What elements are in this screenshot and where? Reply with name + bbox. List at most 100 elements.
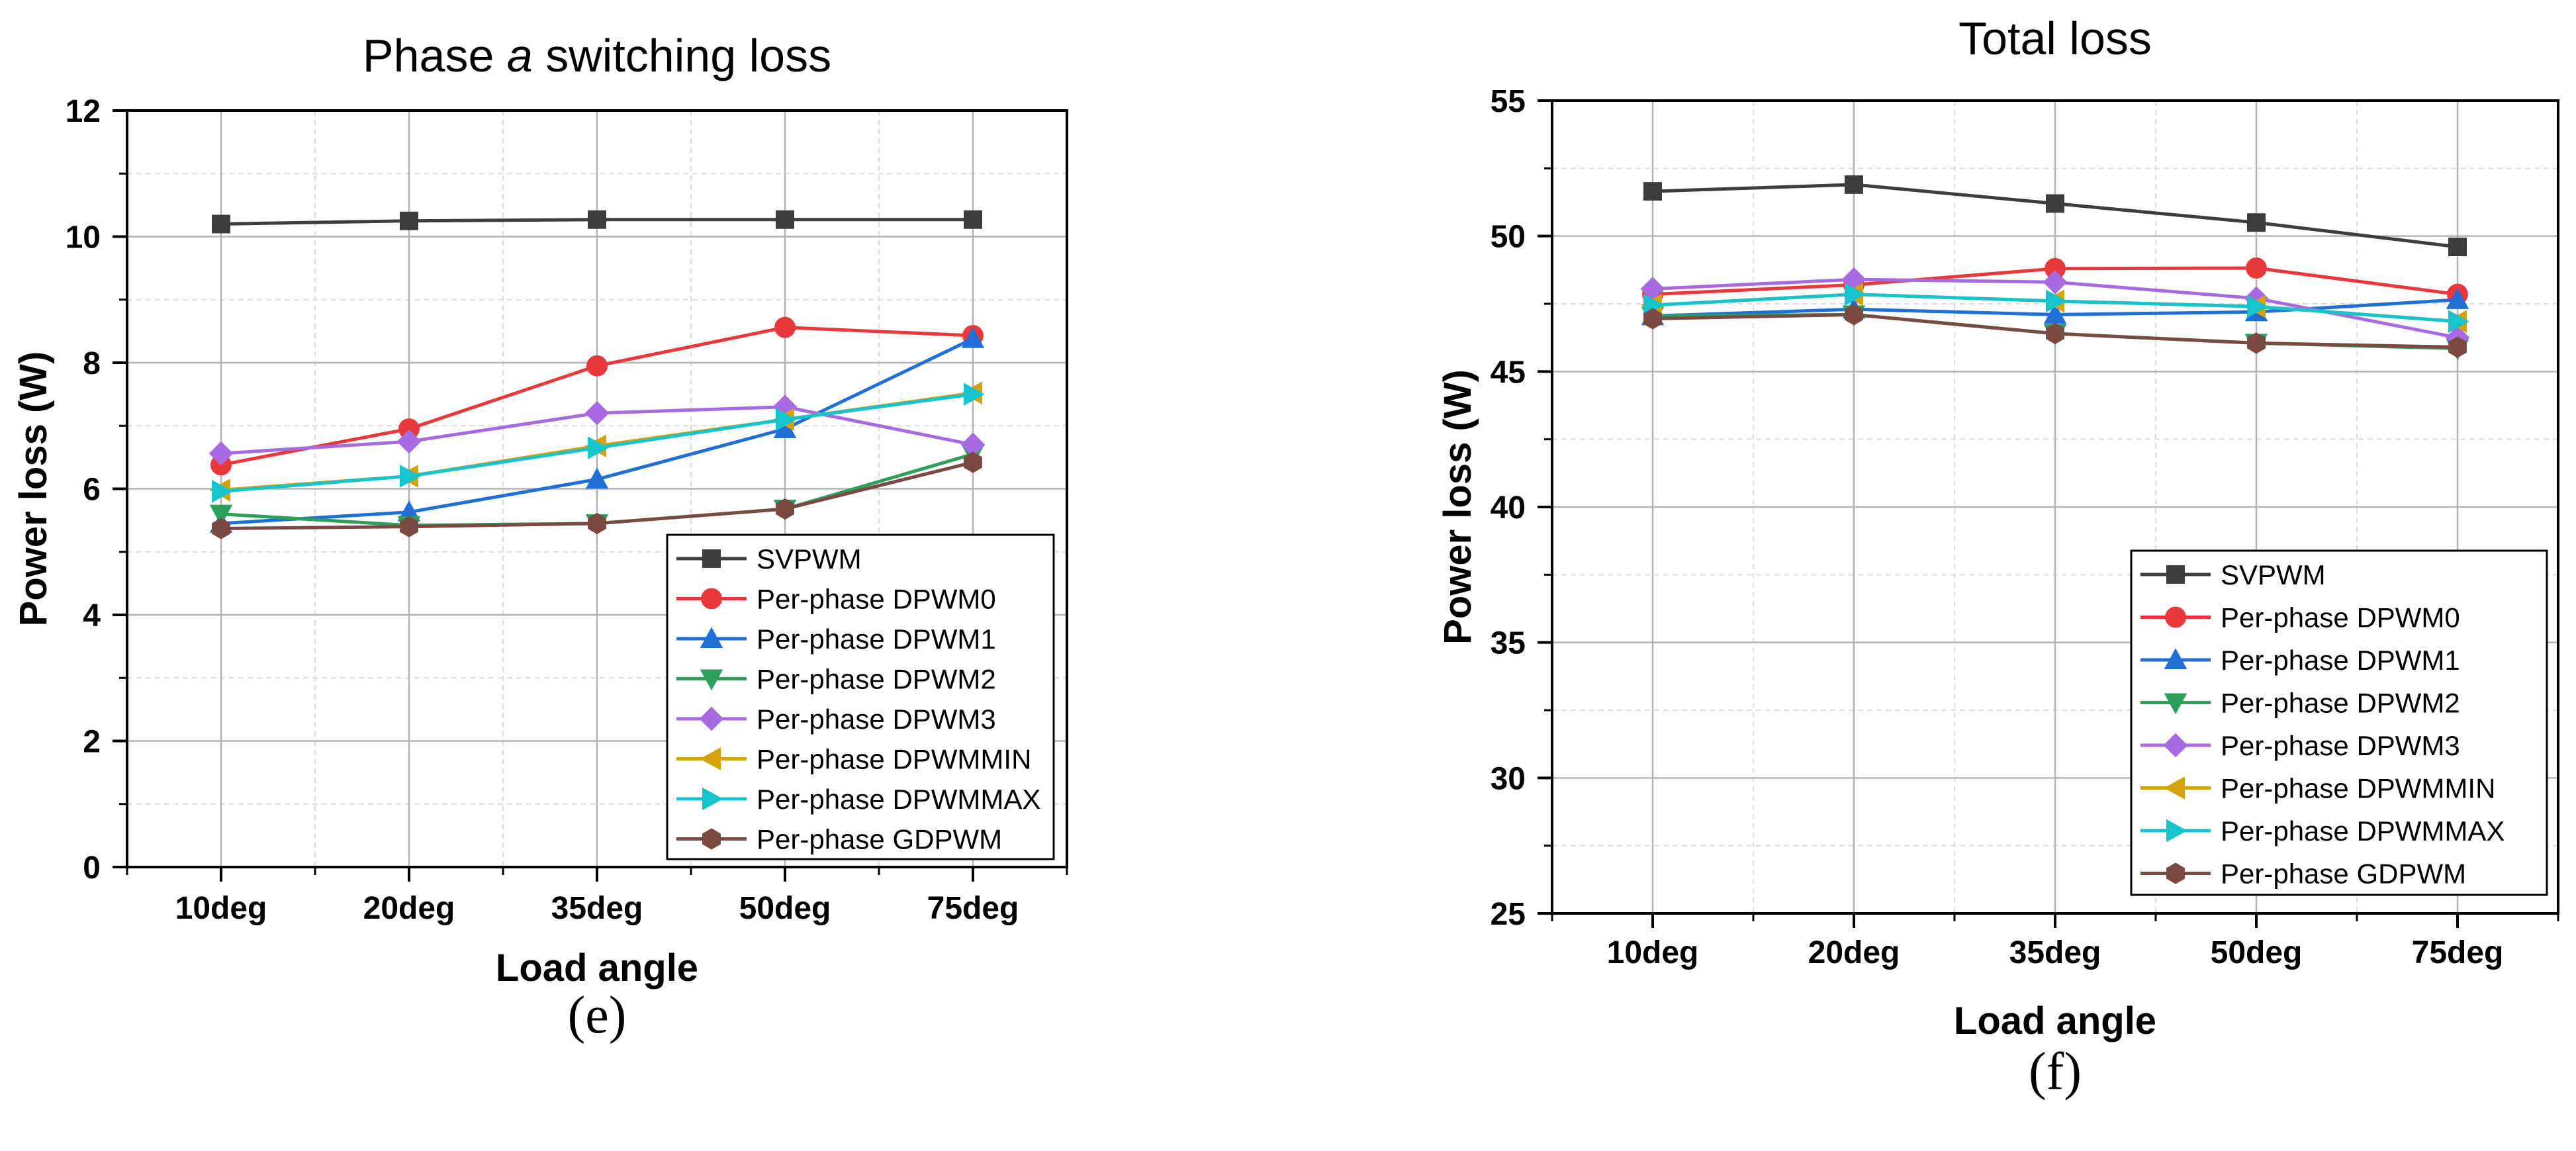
legend-marker	[700, 627, 723, 648]
data-point	[588, 210, 606, 229]
data-point	[588, 436, 609, 459]
data-point	[2046, 194, 2064, 213]
y-tick-label: 8	[83, 346, 101, 381]
data-point	[584, 400, 610, 426]
y-tick-label: 50	[1491, 220, 1526, 255]
data-point	[776, 498, 794, 520]
legend-entry: Per-phase DPWM1	[757, 623, 996, 655]
data-point	[776, 210, 794, 229]
y-tick-label: 40	[1491, 490, 1526, 526]
data-point	[2448, 310, 2469, 333]
y-tick-label: 0	[83, 851, 101, 886]
data-point	[586, 355, 608, 377]
data-point	[396, 429, 422, 454]
data-point	[400, 211, 418, 230]
legend-marker	[2164, 776, 2185, 800]
data-point	[964, 451, 982, 473]
series-svpwm	[212, 210, 982, 234]
data-point	[2247, 332, 2266, 354]
x-tick-label: 10deg	[175, 891, 267, 926]
legend-entry: Per-phase DPWM2	[757, 664, 996, 695]
series-dpwmmax	[212, 383, 985, 503]
legend-marker	[2166, 819, 2187, 843]
legend-marker	[2165, 606, 2186, 628]
data-point	[964, 383, 985, 406]
legend: SVPWM Per-phase DPWM0 Per-phase DPWM1 Per-p…	[666, 533, 1055, 860]
legend-entry: Per-phase DPWM1	[2221, 645, 2460, 676]
y-tick-label: 35	[1491, 626, 1526, 661]
legend-marker	[699, 706, 724, 731]
legend-entry: Per-phase DPWM0	[757, 584, 996, 615]
y-tick-label: 12	[66, 94, 101, 129]
legend-marker	[702, 787, 723, 811]
series-dpwmmax	[1643, 283, 2469, 333]
data-point	[1643, 182, 1662, 201]
data-point	[2246, 257, 2267, 279]
y-tick-label: 25	[1491, 897, 1526, 932]
x-tick-label: 75deg	[927, 891, 1019, 926]
legend-marker	[702, 828, 721, 850]
data-point	[585, 467, 609, 489]
data-point	[2448, 336, 2467, 358]
data-point	[400, 465, 421, 488]
legend-box	[666, 533, 1055, 860]
x-tick-label: 50deg	[2211, 935, 2303, 970]
legend-marker	[700, 669, 723, 691]
chart-title: Phase a switching loss	[363, 30, 831, 81]
legend-entry: SVPWM	[757, 543, 862, 575]
chart-e: 0 2 4 6 8 10 12 10deg 20deg 35deg 50deg 75deg Phase …	[12, 30, 1068, 1044]
data-point	[2043, 269, 2068, 295]
x-tick-label: 35deg	[551, 891, 643, 926]
data-point	[1845, 283, 1866, 306]
data-point	[1845, 175, 1863, 194]
x-tick-label: 35deg	[2009, 935, 2101, 970]
x-axis-label: Load angle	[1954, 999, 2156, 1042]
data-point	[209, 504, 233, 526]
y-axis-label: Power loss (W)	[1436, 369, 1479, 645]
data-point	[2247, 295, 2268, 318]
data-point	[400, 516, 418, 537]
data-point	[208, 441, 234, 466]
x-tick-label: 50deg	[739, 891, 831, 926]
y-tick-label: 55	[1491, 84, 1526, 119]
series-svpwm	[1643, 175, 2467, 257]
legend-marker	[702, 549, 721, 568]
chart-f: 25 30 35 40 45 50 55 10deg 20deg 35deg 50deg 75deg T…	[1436, 13, 2559, 1101]
data-point	[2247, 213, 2266, 232]
data-point	[964, 210, 982, 229]
legend-marker	[2166, 862, 2185, 884]
legend-entry: Per-phase GDPWM	[2221, 858, 2466, 890]
legend-entry: Per-phase DPWMMAX	[757, 784, 1040, 815]
y-tick-label: 45	[1491, 355, 1526, 390]
data-point	[588, 512, 606, 534]
legend-entry: Per-phase DPWM2	[2221, 688, 2460, 719]
legend-marker	[2164, 693, 2187, 715]
panel-caption: (f)	[2029, 1042, 2082, 1101]
legend-marker	[2166, 565, 2185, 584]
x-tick-label: 20deg	[363, 891, 455, 926]
legend-marker	[700, 747, 721, 770]
data-point	[961, 327, 985, 348]
x-tick-label: 75deg	[2412, 935, 2504, 970]
data-point	[2448, 238, 2467, 257]
y-tick-label: 30	[1491, 761, 1526, 796]
x-axis-label: Load angle	[496, 946, 698, 990]
legend-entry: SVPWM	[2221, 559, 2326, 590]
legend: SVPWM Per-phase DPWM0 Per-phase DPWM1 Per-p…	[2130, 549, 2548, 896]
legend-entry: Per-phase DPWM0	[2221, 602, 2460, 633]
data-point	[212, 518, 230, 539]
x-tick-label: 10deg	[1607, 935, 1699, 970]
legend-entry: Per-phase DPWM3	[757, 704, 996, 735]
series-gdpwm	[212, 451, 982, 539]
data-point	[2046, 289, 2067, 313]
data-point	[774, 316, 796, 338]
legend-entry: Per-phase DPWM3	[2221, 730, 2460, 761]
data-point	[2046, 322, 2064, 345]
y-tick-label: 10	[66, 220, 101, 255]
y-tick-label: 6	[83, 473, 101, 508]
chart-title: Total loss	[1958, 13, 2152, 64]
data-point	[776, 408, 797, 432]
data-point	[212, 480, 233, 503]
x-tick-label: 20deg	[1808, 935, 1900, 970]
